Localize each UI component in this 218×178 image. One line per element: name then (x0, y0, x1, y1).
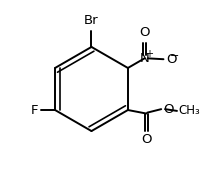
Text: O: O (163, 103, 174, 116)
Text: O: O (139, 26, 150, 39)
Text: −: − (169, 51, 179, 61)
Text: CH₃: CH₃ (179, 104, 201, 117)
Text: F: F (31, 104, 38, 117)
Text: N: N (140, 52, 149, 65)
Text: O: O (166, 53, 177, 66)
Text: O: O (141, 133, 152, 146)
Text: +: + (145, 49, 153, 59)
Text: Br: Br (84, 14, 99, 27)
